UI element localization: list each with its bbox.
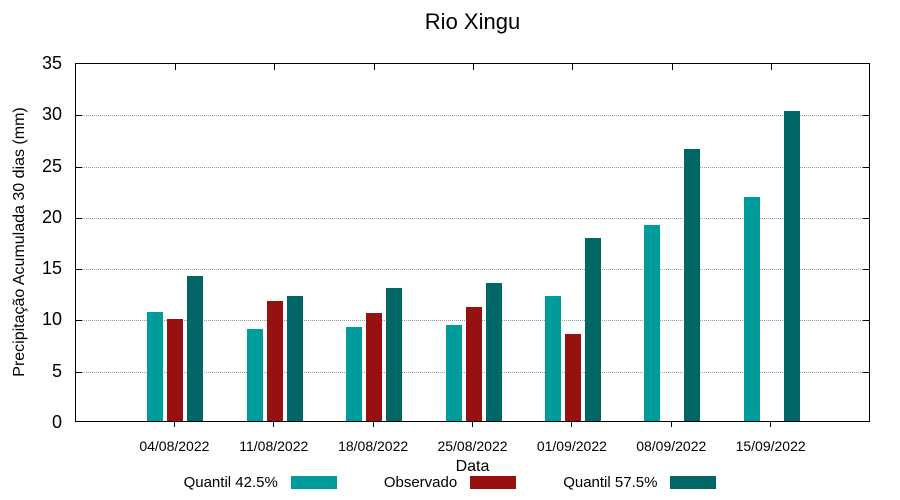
y-tick-mark: [863, 166, 869, 168]
x-tick-label: 01/09/2022: [536, 438, 607, 454]
x-tick-label: 11/08/2022: [239, 438, 309, 454]
gridline-y-20: [76, 217, 869, 219]
y-tick-mark: [76, 371, 82, 373]
legend-label: Observado: [383, 474, 458, 491]
y-tick-mark: [76, 269, 82, 271]
y-tick-label: 5: [51, 360, 62, 381]
y-tick-label: 20: [41, 206, 62, 227]
y-tick-mark: [863, 217, 869, 219]
x-tick-label: 25/08/2022: [437, 438, 508, 454]
bar-quantil-42.5%: [743, 197, 760, 421]
bar-quantil-57.5%: [386, 287, 403, 421]
x-tick-mark-top: [671, 64, 673, 70]
x-tick-mark-top: [572, 64, 574, 70]
y-tick-mark: [863, 115, 869, 117]
x-tick-label: 15/09/2022: [735, 438, 806, 454]
legend-label: Quantil 42.5%: [183, 474, 278, 491]
x-axis-label: Data: [455, 458, 490, 475]
x-tick-label: 08/09/2022: [636, 438, 707, 454]
x-tick-mark-top: [174, 64, 176, 70]
x-tick-mark-bottom: [472, 422, 473, 427]
y-tick-label: 10: [41, 309, 62, 330]
y-tick-mark: [76, 166, 82, 168]
x-tick-label: 04/08/2022: [139, 438, 210, 454]
gridline-y-15: [76, 269, 869, 271]
y-tick-mark: [76, 320, 82, 322]
x-tick-mark-top: [771, 64, 773, 70]
bar-observado: [564, 333, 581, 421]
y-tick-label: 0: [51, 412, 62, 432]
legend: Quantil 42.5% Observado Quantil 57.5%: [0, 474, 900, 491]
x-tick-mark-top: [274, 64, 276, 70]
bar-quantil-42.5%: [147, 312, 164, 421]
bar-observado: [167, 319, 184, 421]
y-tick-label: 15: [41, 258, 62, 279]
y-tick-mark: [863, 371, 869, 373]
y-tick-mark: [863, 269, 869, 271]
gridline-y-30: [76, 115, 869, 117]
chart-title: Rio Xingu: [424, 9, 521, 34]
legend-swatch: [470, 476, 517, 489]
bar-quantil-42.5%: [644, 225, 661, 421]
x-tick-mark-top: [373, 64, 375, 70]
bar-quantil-57.5%: [783, 111, 800, 421]
x-tick-mark-bottom: [372, 422, 374, 427]
gridline-y-25: [76, 166, 869, 168]
legend-entry: Observado: [383, 474, 517, 491]
y-tick-mark: [76, 115, 82, 117]
bar-quantil-42.5%: [346, 326, 363, 421]
legend-swatch: [670, 476, 717, 489]
x-tick-mark-top: [473, 64, 474, 70]
bar-observado: [366, 313, 383, 421]
legend-label: Quantil 57.5%: [563, 474, 658, 491]
bar-quantil-57.5%: [187, 276, 204, 421]
y-tick-label: 30: [41, 104, 62, 125]
y-tick-label: 25: [41, 155, 62, 176]
x-tick-label: 18/08/2022: [338, 438, 409, 454]
legend-swatch: [290, 476, 337, 489]
bar-quantil-57.5%: [286, 295, 303, 421]
x-tick-mark-bottom: [670, 422, 672, 427]
y-tick-mark: [863, 320, 869, 322]
x-tick-mark-bottom: [571, 422, 573, 427]
legend-entry: Quantil 42.5%: [184, 474, 337, 491]
bar-quantil-42.5%: [445, 324, 462, 421]
x-tick-mark-bottom: [770, 422, 772, 427]
bar-quantil-57.5%: [684, 149, 701, 421]
bar-quantil-57.5%: [485, 282, 502, 421]
y-axis-label: Precipitação Acumulada 30 dias (mm): [11, 107, 28, 377]
bar-quantil-42.5%: [246, 328, 263, 421]
x-tick-mark-bottom: [273, 422, 275, 427]
x-tick-mark-bottom: [173, 422, 175, 427]
bar-quantil-57.5%: [584, 238, 601, 421]
legend-entry: Quantil 57.5%: [563, 474, 717, 491]
bar-observado: [266, 301, 283, 421]
plot-area: [75, 63, 870, 422]
bar-quantil-42.5%: [544, 295, 561, 421]
y-tick-mark: [76, 217, 82, 219]
y-tick-label: 35: [41, 53, 62, 73]
bar-observado: [465, 307, 482, 421]
